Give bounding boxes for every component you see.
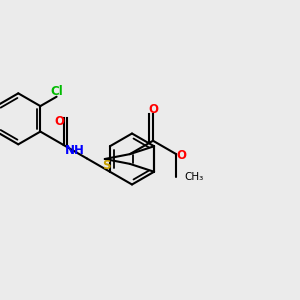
Text: S: S	[102, 159, 111, 172]
Text: O: O	[54, 115, 64, 128]
Text: O: O	[148, 103, 158, 116]
Text: Cl: Cl	[50, 85, 63, 98]
Text: O: O	[177, 149, 187, 162]
Text: CH₃: CH₃	[184, 172, 203, 182]
Text: NH: NH	[65, 144, 85, 157]
